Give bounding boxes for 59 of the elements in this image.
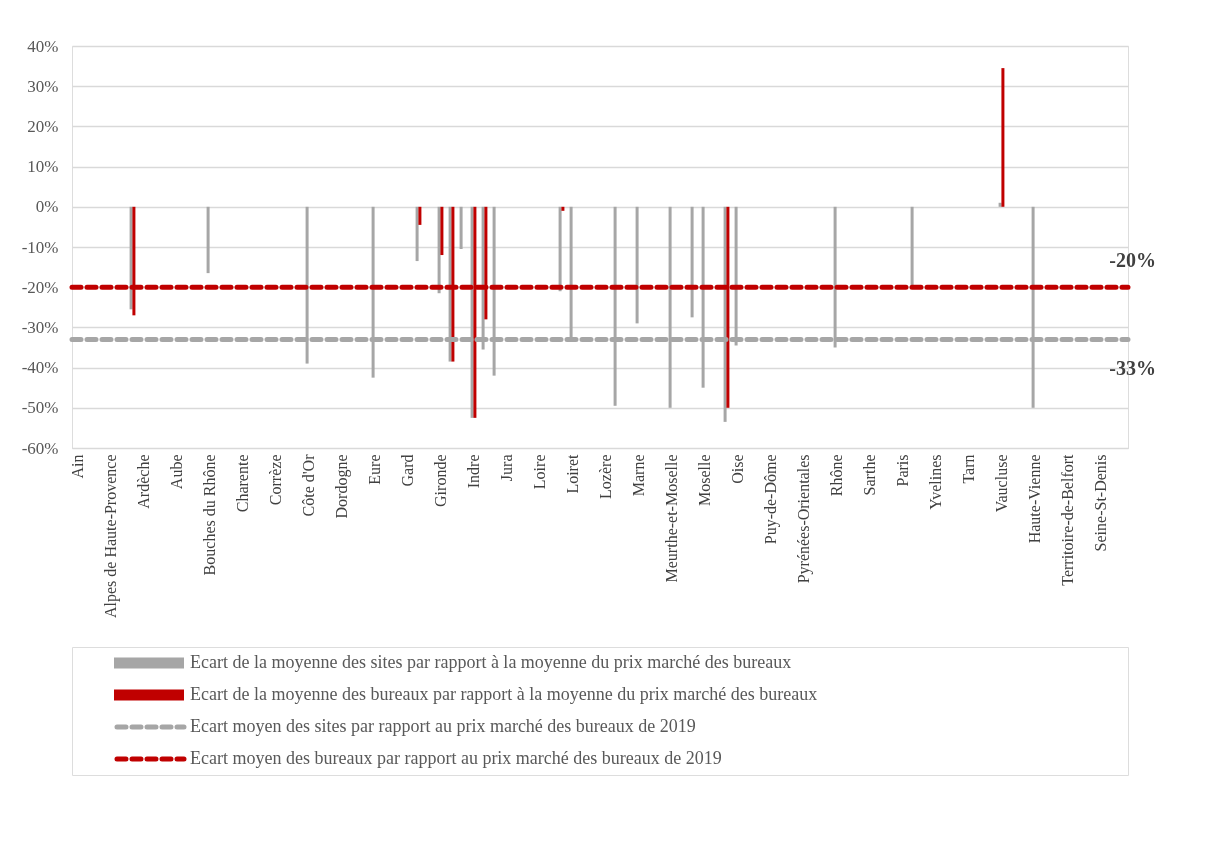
legend-label: Ecart moyen des sites par rapport au prix marché des bureaux de 2019 bbox=[190, 716, 696, 736]
x-tick-label: Bouches du Rhône bbox=[200, 454, 218, 576]
x-tick-label: Ain bbox=[68, 454, 86, 479]
x-tick-label: Loiret bbox=[563, 453, 581, 494]
bar bbox=[558, 206, 562, 292]
legend-label: Ecart de la moyenne des sites par rapport à la moyenne du prix marché des bureaux bbox=[190, 652, 792, 672]
x-tick-label: Haute-Vienne bbox=[1025, 454, 1043, 544]
x-tick-label: Territoire-de-Belfort bbox=[1058, 453, 1076, 586]
y-tick-label: -10% bbox=[21, 237, 59, 257]
y-tick-label: 40% bbox=[27, 36, 59, 56]
y-tick-label: -40% bbox=[21, 358, 59, 378]
y-tick-label: -20% bbox=[21, 277, 59, 297]
x-tick-label: Jura bbox=[497, 454, 515, 482]
x-tick-label: Gironde bbox=[431, 454, 449, 507]
x-tick-label: Sarthe bbox=[860, 454, 878, 496]
bar bbox=[418, 206, 422, 225]
x-tick-label: Tarn bbox=[959, 454, 977, 484]
x-tick-label: Indre bbox=[464, 454, 482, 489]
bar bbox=[910, 206, 914, 286]
y-tick-label: 0% bbox=[35, 197, 59, 217]
x-tick-label: Gard bbox=[398, 454, 416, 487]
x-tick-label: Seine-St-Denis bbox=[1091, 454, 1109, 552]
bar bbox=[690, 206, 694, 318]
annotation: -33% bbox=[1109, 357, 1156, 380]
legend-label: Ecart de la moyenne des bureaux par rapport à la moyenne du prix marché des bureaux bbox=[190, 684, 818, 704]
x-tick-label: Lozère bbox=[596, 454, 614, 499]
y-tick-label: 10% bbox=[27, 157, 59, 177]
x-tick-label: Oise bbox=[728, 454, 746, 484]
x-tick-label: Eure bbox=[365, 454, 383, 485]
x-tick-label: Dordogne bbox=[332, 454, 351, 519]
bar bbox=[635, 206, 639, 324]
x-tick-label: Vaucluse bbox=[992, 454, 1010, 513]
x-tick-label: Côte d'Or bbox=[299, 453, 317, 517]
x-tick-label: Meurthe-et-Moselle bbox=[662, 454, 680, 583]
x-tick-label: Marne bbox=[629, 454, 647, 497]
x-tick-label: Loire bbox=[530, 454, 548, 490]
y-tick-label: 30% bbox=[27, 76, 59, 96]
x-tick-label: Alpes de Haute-Provence bbox=[101, 454, 120, 618]
bar bbox=[459, 206, 463, 250]
x-tick-label: Corrèze bbox=[266, 454, 284, 506]
annotation: -20% bbox=[1109, 249, 1156, 272]
x-tick-label: Charente bbox=[233, 454, 251, 513]
y-tick-label: 20% bbox=[27, 116, 59, 136]
y-tick-label: -50% bbox=[21, 398, 59, 418]
bar bbox=[206, 206, 210, 274]
x-tick-label: Yvelines bbox=[926, 454, 944, 510]
bar bbox=[440, 206, 444, 256]
x-tick-label: Puy-de-Dôme bbox=[761, 454, 780, 545]
x-tick-label: Pyrénées-Orientales bbox=[794, 454, 813, 584]
x-tick-label: Moselle bbox=[695, 454, 713, 507]
x-tick-label: Ardèche bbox=[134, 454, 152, 509]
y-tick-label: -30% bbox=[21, 317, 59, 337]
x-tick-label: Rhône bbox=[827, 454, 845, 497]
x-tick-label: Paris bbox=[893, 454, 911, 487]
bar bbox=[1001, 68, 1005, 207]
legend-label: Ecart moyen des bureaux par rapport au prix marché des bureaux de 2019 bbox=[190, 748, 722, 768]
y-tick-label: -60% bbox=[21, 438, 59, 458]
bar bbox=[561, 206, 565, 211]
x-tick-label: Aube bbox=[167, 454, 185, 490]
